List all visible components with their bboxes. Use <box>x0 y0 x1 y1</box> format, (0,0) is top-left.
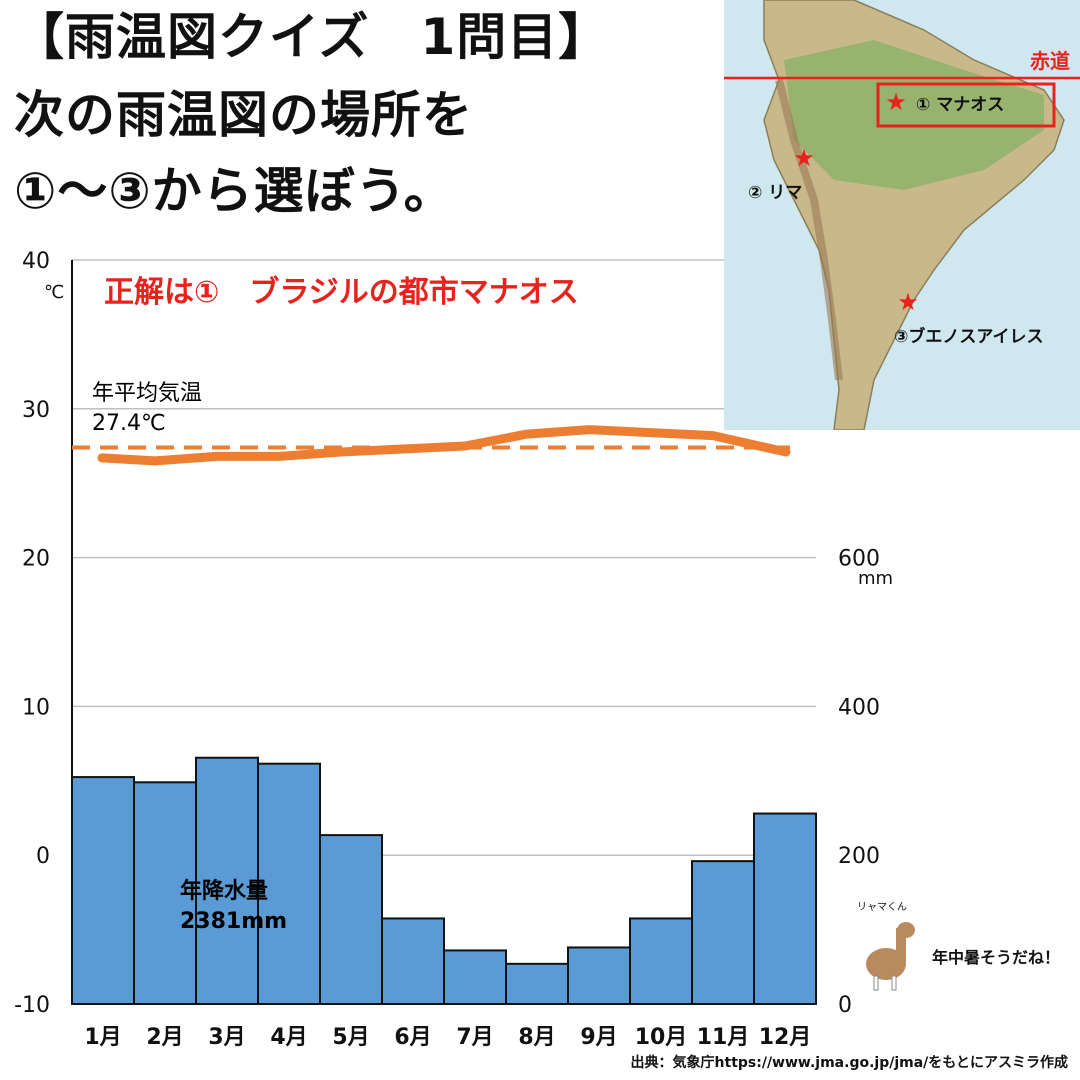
right-axis-unit: mm <box>858 568 893 589</box>
manaus-label: ① マナオス <box>916 95 1004 115</box>
left-tick-label: 20 <box>22 547 50 572</box>
precip-bar <box>505 962 569 1005</box>
month-label: 8月 <box>518 1025 555 1050</box>
quiz-question-line1: 次の雨温図の場所を <box>14 86 473 144</box>
left-tick-label: 40 <box>22 249 50 274</box>
left-tick-label: 30 <box>22 398 50 423</box>
llama-speech: 年中暑そうだね！ <box>932 948 1061 967</box>
month-label: 5月 <box>332 1025 369 1050</box>
equator-label: 赤道 <box>1030 49 1070 73</box>
precip-bar <box>691 860 755 1005</box>
month-labels: 1月 2月 3月 4月 5月 6月 7月 8月 9月 10月 11月 12月 <box>84 1025 811 1050</box>
month-label: 3月 <box>208 1025 245 1050</box>
llama-illustration <box>866 922 915 991</box>
precip-bar <box>443 949 507 1006</box>
left-tick-label: -10 <box>14 993 50 1018</box>
right-tick-label: 600 <box>838 547 880 572</box>
mean-temp-label: 年平均気温 <box>92 381 202 406</box>
month-label: 12月 <box>759 1025 812 1050</box>
quiz-title: 【雨温図クイズ 1問目】 <box>14 8 610 66</box>
precip-bar <box>257 762 321 1005</box>
buenos-aires-star: ★ <box>897 288 919 316</box>
precip-bar <box>195 756 259 1006</box>
precip-bar <box>71 776 135 1006</box>
month-label: 2月 <box>146 1025 183 1050</box>
chart-axes <box>71 260 816 1005</box>
month-label: 4月 <box>270 1025 307 1050</box>
quiz-question-line2: ①～③から選ぼう。 <box>14 162 455 220</box>
manaus-box <box>876 82 1056 128</box>
precip-bar <box>381 917 445 1005</box>
south-america-map: 赤道 ★ ① マナオス ★ ② リマ ★ ③ブエノスアイレス <box>724 0 1080 430</box>
manaus-star: ★ <box>885 88 907 116</box>
precip-total-value: 2381mm <box>180 909 287 934</box>
source-credit: 出典：気象庁https://www.jma.go.jp/jma/をもとにアスミラ… <box>630 1055 1068 1071</box>
month-label: 11月 <box>697 1025 750 1050</box>
month-label: 9月 <box>580 1025 617 1050</box>
precip-bar <box>753 812 817 1006</box>
precip-bar <box>567 946 631 1005</box>
month-label: 10月 <box>635 1025 688 1050</box>
lima-label: ② リマ <box>748 183 802 203</box>
precip-bar <box>629 917 693 1005</box>
right-tick-label: 200 <box>838 844 880 869</box>
precip-bars <box>71 756 817 1006</box>
answer-text: 正解は① ブラジルの都市マナオス <box>104 275 579 310</box>
llama-name: リャマくん <box>857 902 907 913</box>
map-svg: 赤道 ★ ① マナオス ★ ② リマ ★ ③ブエノスアイレス <box>724 0 1080 430</box>
left-tick-label: 0 <box>36 844 50 869</box>
left-axis-unit: ℃ <box>44 282 64 303</box>
mean-temp-value: 27.4℃ <box>92 411 166 436</box>
right-tick-label: 0 <box>838 993 852 1018</box>
right-tick-label: 400 <box>838 695 880 720</box>
andes-ridge <box>775 79 843 381</box>
left-tick-label: 10 <box>22 695 50 720</box>
temperature-line <box>97 425 791 466</box>
month-label: 6月 <box>394 1025 431 1050</box>
month-label: 7月 <box>456 1025 493 1050</box>
month-label: 1月 <box>84 1025 121 1050</box>
lima-star: ★ <box>793 144 815 172</box>
buenos-aires-label: ③ブエノスアイレス <box>894 326 1044 347</box>
precip-bar <box>319 834 383 1005</box>
precip-total-label: 年降水量 <box>180 878 268 904</box>
